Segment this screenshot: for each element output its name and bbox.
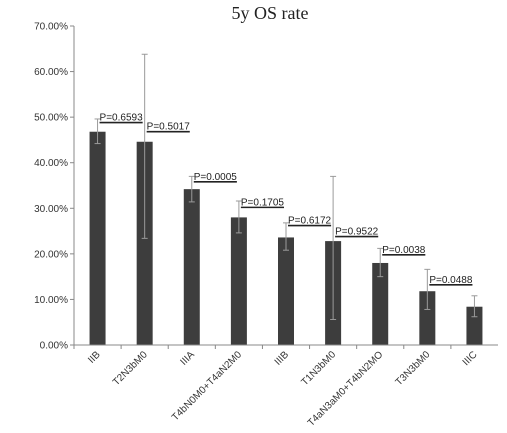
y-tick-label: 30.00% <box>34 204 68 215</box>
p-value-label: P=0.0488 <box>429 275 473 286</box>
p-value-label: P=0.0038 <box>382 245 426 256</box>
y-tick-label: 40.00% <box>34 158 68 169</box>
chart-title: 5y OS rate <box>232 3 309 23</box>
y-tick-label: 20.00% <box>34 249 68 260</box>
bar <box>419 291 436 345</box>
p-value-label: P=0.6593 <box>100 113 144 124</box>
p-value-label: P=0.9522 <box>335 227 379 238</box>
y-tick-label: 50.00% <box>34 113 68 124</box>
bar <box>230 217 247 345</box>
bar <box>136 141 153 345</box>
x-tick-label: T2N3bM0 <box>111 349 150 388</box>
bar <box>278 237 294 345</box>
x-tick-label: T1N3bM0 <box>299 349 338 388</box>
y-axis: 0.00% 10.00% 20.00% 30.00% 40.00% 50.00% 60.00… <box>34 22 75 352</box>
y-tick-label: 10.00% <box>34 295 68 306</box>
p-value-label: P=0.5017 <box>147 122 191 133</box>
x-tick-label: IIIB <box>273 349 292 368</box>
y-tick-label: 70.00% <box>34 22 68 33</box>
x-tick-label: T3N3bM0 <box>394 349 433 388</box>
error-bars <box>94 53 478 320</box>
p-value-label: P=0.0005 <box>194 172 238 183</box>
x-tick-label: IIIC <box>461 349 480 368</box>
x-tick-label: IIIA <box>179 349 198 368</box>
p-value-label: P=0.1705 <box>241 197 285 208</box>
bar <box>466 306 483 345</box>
x-tick-label: IIB <box>86 349 103 366</box>
bar <box>183 189 200 345</box>
bar <box>372 262 389 345</box>
bar <box>89 131 106 345</box>
p-value-label: P=0.6172 <box>288 216 332 227</box>
y-tick-label: 60.00% <box>34 67 68 78</box>
y-tick-label: 0.00% <box>40 341 68 352</box>
